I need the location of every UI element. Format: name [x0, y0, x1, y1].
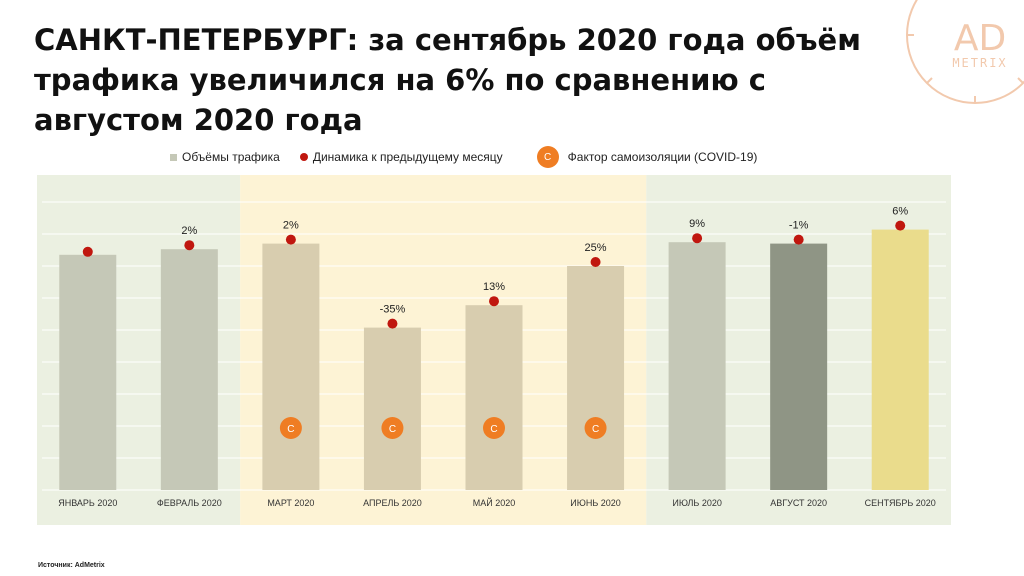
bar-4 — [363, 327, 421, 490]
covid-marker — [279, 417, 302, 439]
logo-text-metrix: METRIX — [952, 56, 1007, 70]
admetrix-logo: AD METRIX — [906, 0, 1024, 104]
dynamics-label: 2% — [181, 225, 197, 237]
dynamics-dot — [895, 220, 906, 231]
legend-item-covid: C Фактор самоизоляции (COVID-19) — [523, 146, 758, 168]
dynamics-dot — [692, 233, 703, 244]
dynamics-dot — [590, 257, 601, 267]
covid-marker-label: C — [389, 424, 396, 435]
dynamics-label: 2% — [283, 220, 299, 232]
chart-legend: Объёмы трафика Динамика к предыдущему ме… — [170, 146, 757, 168]
page-title: САНКТ-ПЕТЕРБУРГ: за сентябрь 2020 года о… — [34, 23, 861, 137]
dynamics-label: 13% — [483, 281, 505, 293]
dynamics-dot — [489, 296, 499, 307]
legend-label-covid: Фактор самоизоляции (COVID-19) — [567, 150, 758, 164]
legend-swatch-dynamics — [299, 153, 308, 161]
bar-1 — [59, 254, 117, 490]
legend-covid-marker: C — [536, 146, 559, 168]
dynamics-dot — [285, 234, 296, 245]
dynamics-dot — [184, 240, 195, 251]
dynamics-label: 6% — [892, 206, 908, 218]
category-label: МАРТ 2020 — [267, 498, 314, 508]
dynamics-label: -1% — [789, 220, 809, 232]
covid-marker — [483, 417, 505, 439]
category-label: АПРЕЛЬ 2020 — [363, 498, 422, 508]
legend-item-volume: Объёмы трафика — [170, 150, 280, 164]
dynamics-dot — [387, 318, 398, 329]
source-note: Источник: AdMetrix — [38, 562, 105, 569]
dynamics-dot — [793, 234, 804, 245]
bar-9 — [871, 229, 929, 490]
dynamics-label: 25% — [585, 242, 607, 254]
bar-7 — [668, 242, 726, 490]
category-label: ИЮНЬ 2020 — [570, 498, 621, 508]
covid-marker — [584, 417, 607, 439]
dynamics-label: -35% — [380, 304, 406, 316]
dynamics-dot — [82, 246, 93, 257]
bar-2 — [160, 249, 218, 490]
covid-marker-label: C — [490, 424, 497, 435]
legend-label-dynamics: Динамика к предыдущему месяцу — [312, 150, 503, 164]
covid-marker-label: C — [287, 424, 294, 435]
category-label: АВГУСТ 2020 — [770, 498, 827, 508]
legend-swatch-volume — [170, 153, 177, 161]
category-label: МАЙ 2020 — [473, 497, 516, 508]
category-label: ИЮЛЬ 2020 — [672, 498, 722, 508]
legend-label-volume: Объёмы трафика — [182, 150, 280, 164]
logo-text-ad: AD — [954, 18, 1006, 59]
category-label: ФЕВРАЛЬ 2020 — [157, 498, 222, 508]
legend-item-dynamics: Динамика к предыдущему месяцу — [299, 150, 503, 164]
bar-6 — [567, 266, 625, 490]
category-label: ЯНВАРЬ 2020 — [58, 498, 117, 508]
covid-marker-label: C — [592, 424, 599, 435]
bar-8 — [770, 243, 828, 490]
category-label: СЕНТЯБРЬ 2020 — [865, 498, 936, 508]
bar-3 — [262, 243, 320, 490]
dynamics-label: 9% — [689, 218, 705, 230]
covid-marker — [381, 417, 404, 439]
bar-5 — [465, 305, 523, 490]
